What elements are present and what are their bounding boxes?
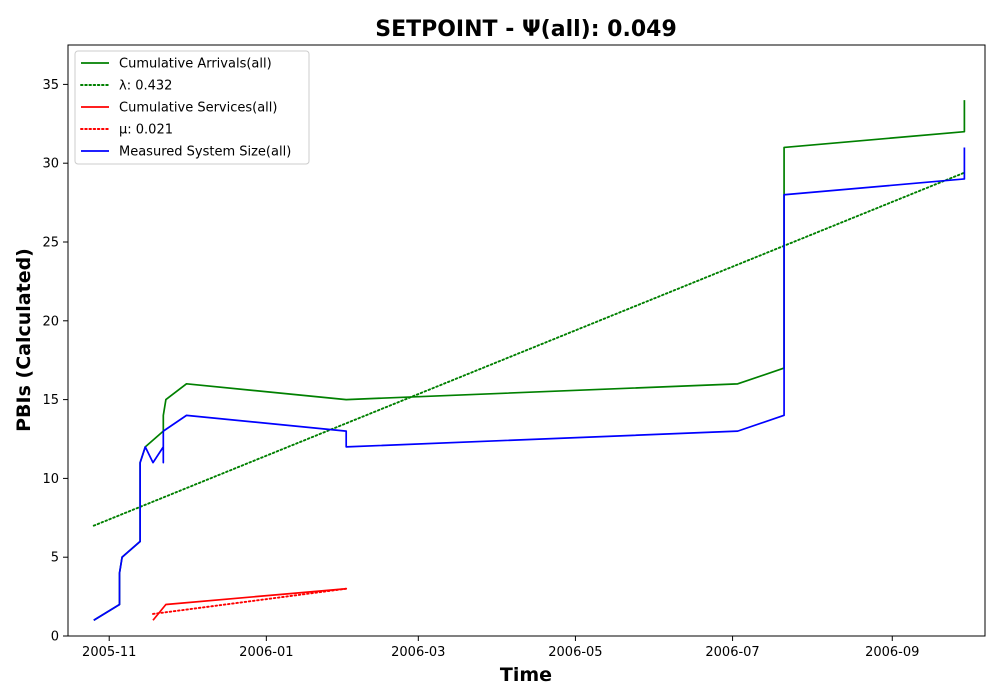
legend-label: λ: 0.432: [119, 79, 172, 94]
y-tick-label: 10: [42, 472, 59, 487]
plot-frame: [67, 44, 986, 637]
axes: 2005-11 2006-01 2006-03 2006-05 2006-07 2006-…: [42, 44, 986, 660]
plot-area: [92, 100, 966, 621]
y-tick-label: 25: [42, 236, 59, 251]
series-line-cumulative-services-all: [152, 587, 347, 621]
x-tick-label: 2006-05: [548, 645, 602, 660]
y-tick-label: 0: [51, 630, 59, 645]
legend-label: Measured System Size(all): [119, 145, 291, 160]
y-tick-label: 20: [42, 314, 59, 329]
legend-box: [74, 50, 310, 165]
x-tick-label: 2006-03: [391, 645, 445, 660]
legend-label: Cumulative Arrivals(all): [119, 57, 272, 72]
y-tick-label: 5: [51, 551, 59, 566]
legend-label: μ: 0.021: [119, 123, 173, 138]
x-tick-label: 2006-07: [705, 645, 759, 660]
series-line-0-021: [152, 587, 348, 615]
legend-label: Cumulative Services(all): [119, 101, 277, 116]
legend: Cumulative Arrivals(all) λ: 0.432 Cumulati…: [74, 50, 310, 165]
x-tick-label: 2006-01: [239, 645, 293, 660]
series-line-0-432: [92, 171, 966, 527]
chart-title: SETPOINT - Ψ(all): 0.049: [375, 17, 677, 42]
y-tick-label: 30: [42, 157, 59, 172]
x-tick-label: 2006-09: [865, 645, 919, 660]
y-tick-label: 35: [42, 78, 59, 93]
series-line-measured-system-size-all: [93, 147, 966, 621]
y-axis-label: PBIs (Calculated): [13, 248, 35, 432]
x-tick-label: 2005-11: [82, 645, 136, 660]
y-tick-label: 15: [42, 393, 59, 408]
x-axis-label: Time: [500, 664, 552, 686]
